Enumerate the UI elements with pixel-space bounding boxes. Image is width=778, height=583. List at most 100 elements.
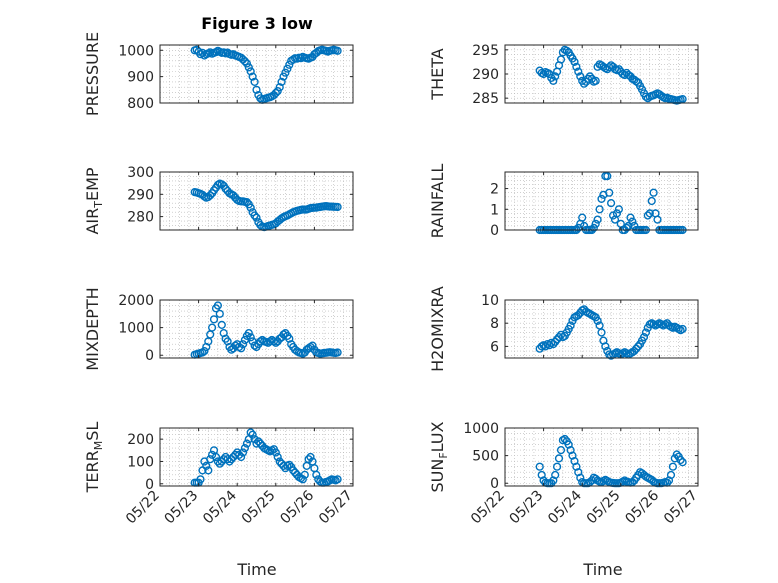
data-point bbox=[250, 211, 259, 220]
data-point bbox=[549, 476, 558, 485]
x-axis-label-left: Time bbox=[236, 560, 276, 579]
data-point bbox=[271, 88, 280, 98]
y-axis-label: TERRMSL bbox=[83, 422, 105, 494]
axes-box bbox=[159, 427, 354, 487]
y-tick-label: 2000 bbox=[118, 293, 154, 309]
y-tick-label: 0 bbox=[490, 223, 499, 239]
data-point bbox=[312, 470, 321, 479]
data-point bbox=[300, 470, 309, 479]
grid-lines bbox=[504, 44, 699, 104]
data-point bbox=[308, 341, 317, 350]
y-tick-label: 6 bbox=[490, 339, 499, 355]
axes-box bbox=[504, 427, 699, 487]
data-point bbox=[238, 448, 248, 457]
data-point bbox=[535, 462, 544, 471]
y-tick-label: 800 bbox=[127, 96, 154, 112]
data-point bbox=[597, 328, 606, 337]
data-point bbox=[570, 57, 579, 67]
data-point bbox=[541, 342, 550, 351]
data-point bbox=[213, 180, 223, 190]
data-point bbox=[246, 67, 255, 76]
y-tick-label: 300 bbox=[127, 165, 154, 181]
data-series bbox=[190, 428, 342, 487]
data-point bbox=[597, 194, 606, 204]
y-tick-label: 8 bbox=[490, 316, 499, 332]
data-point bbox=[296, 54, 306, 63]
data-point bbox=[213, 301, 223, 310]
data-point bbox=[244, 329, 253, 338]
data-point bbox=[595, 205, 604, 214]
data-point bbox=[576, 72, 585, 81]
data-point bbox=[641, 328, 651, 337]
data-point bbox=[645, 209, 654, 218]
y-tick-label: 2 bbox=[490, 182, 499, 198]
data-point bbox=[626, 213, 635, 222]
data-point bbox=[549, 76, 558, 85]
y-tick-label: 1000 bbox=[118, 43, 154, 59]
data-point bbox=[552, 462, 562, 471]
y-tick-label: 290 bbox=[472, 67, 499, 83]
data-point bbox=[246, 428, 255, 437]
y-tick-label: 1000 bbox=[463, 421, 499, 437]
y-axis-label: SUNFLUX bbox=[428, 421, 450, 492]
subplot-h2omixra: 6 8 10 H2OMIXRA bbox=[428, 286, 699, 372]
data-point bbox=[632, 77, 641, 86]
y-tick-label: 0 bbox=[490, 476, 499, 492]
y-tick-label: 295 bbox=[472, 43, 499, 59]
data-point bbox=[556, 446, 566, 455]
data-point bbox=[285, 334, 294, 343]
data-point bbox=[285, 460, 294, 469]
data-point bbox=[246, 333, 255, 342]
data-point bbox=[668, 462, 678, 471]
data-point bbox=[250, 77, 259, 87]
data-point bbox=[237, 344, 246, 353]
y-tick-label: 1000 bbox=[118, 321, 154, 337]
data-point bbox=[217, 320, 226, 330]
data-point bbox=[248, 430, 257, 439]
data-point bbox=[246, 203, 255, 212]
data-point bbox=[628, 217, 637, 226]
data-point bbox=[248, 72, 257, 81]
data-point bbox=[240, 444, 250, 453]
data-point bbox=[256, 94, 265, 103]
data-point bbox=[283, 64, 292, 73]
y-axis-label: THETA bbox=[428, 48, 447, 100]
data-point bbox=[273, 86, 282, 96]
subplot-air-temp: 280 290 300 AIRTEMP bbox=[83, 165, 354, 235]
axes-box bbox=[504, 299, 699, 359]
data-point bbox=[614, 205, 624, 214]
data-point bbox=[333, 475, 342, 484]
data-point bbox=[653, 215, 662, 224]
data-point bbox=[242, 59, 252, 68]
data-point bbox=[566, 446, 575, 455]
data-point bbox=[612, 209, 622, 218]
data-point bbox=[572, 62, 581, 71]
y-tick-label: 0 bbox=[145, 348, 154, 364]
data-point bbox=[641, 92, 651, 101]
data-point bbox=[551, 470, 560, 480]
data-point bbox=[333, 348, 342, 357]
data-point bbox=[279, 330, 288, 339]
data-point bbox=[252, 85, 261, 94]
data-point bbox=[306, 452, 315, 462]
data-point bbox=[666, 470, 676, 480]
data-point bbox=[603, 172, 612, 181]
data-point bbox=[545, 341, 554, 350]
data-point bbox=[639, 333, 649, 342]
data-point bbox=[202, 461, 211, 471]
data-point bbox=[237, 452, 246, 462]
data-point bbox=[206, 48, 215, 57]
y-axis-label: RAINFALL bbox=[428, 164, 447, 239]
data-point bbox=[279, 72, 288, 81]
y-tick-label: 290 bbox=[127, 187, 154, 203]
subplot-theta: 285 290 295 THETA bbox=[428, 43, 699, 107]
y-tick-label: 10 bbox=[481, 293, 499, 309]
data-point bbox=[678, 324, 687, 334]
data-point bbox=[206, 191, 215, 200]
data-point bbox=[591, 76, 600, 85]
data-point bbox=[333, 202, 342, 212]
data-point bbox=[277, 77, 286, 87]
axes-box bbox=[159, 44, 354, 104]
y-axis-label: AIRTEMP bbox=[83, 167, 105, 234]
